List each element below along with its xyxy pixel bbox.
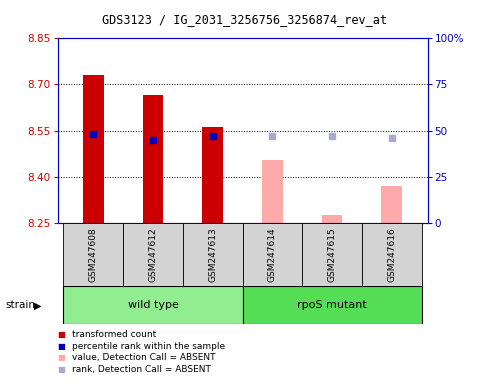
Text: GSM247614: GSM247614 — [268, 227, 277, 282]
Text: rpoS mutant: rpoS mutant — [297, 300, 367, 310]
Text: GSM247608: GSM247608 — [89, 227, 98, 282]
Bar — [322, 215, 342, 223]
Bar — [183, 223, 242, 286]
Bar — [123, 223, 183, 286]
Bar — [382, 186, 402, 223]
Text: GSM247616: GSM247616 — [387, 227, 396, 282]
Bar — [64, 223, 123, 286]
Text: ■: ■ — [58, 330, 66, 339]
Text: percentile rank within the sample: percentile rank within the sample — [72, 342, 225, 351]
Bar — [142, 95, 164, 223]
Text: ■: ■ — [58, 342, 66, 351]
Bar — [242, 286, 422, 324]
Text: ▶: ▶ — [34, 300, 42, 310]
Text: GSM247613: GSM247613 — [208, 227, 217, 282]
Bar — [302, 223, 362, 286]
Text: value, Detection Call = ABSENT: value, Detection Call = ABSENT — [72, 353, 215, 362]
Bar — [83, 75, 104, 223]
Text: wild type: wild type — [128, 300, 178, 310]
Text: GDS3123 / IG_2031_3256756_3256874_rev_at: GDS3123 / IG_2031_3256756_3256874_rev_at — [102, 13, 388, 26]
Bar — [242, 223, 302, 286]
Text: GSM247612: GSM247612 — [148, 227, 158, 282]
Text: GSM247615: GSM247615 — [328, 227, 336, 282]
Bar — [362, 223, 422, 286]
Bar — [202, 127, 223, 223]
Bar — [64, 286, 242, 324]
Text: ■: ■ — [58, 365, 66, 374]
Text: strain: strain — [5, 300, 35, 310]
Bar — [262, 160, 283, 223]
Text: ■: ■ — [58, 353, 66, 362]
Text: rank, Detection Call = ABSENT: rank, Detection Call = ABSENT — [72, 365, 210, 374]
Text: transformed count: transformed count — [72, 330, 156, 339]
